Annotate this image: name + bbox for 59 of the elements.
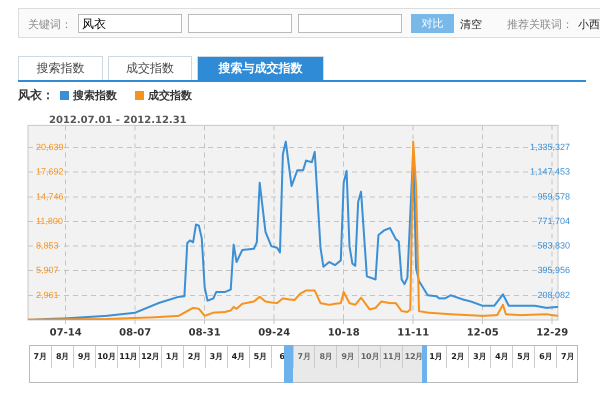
text: 11月 xyxy=(116,346,139,368)
text: 小西 xyxy=(578,17,600,32)
y2-tick-label: 583,830 xyxy=(537,240,570,251)
y-tick-label: 11,800 xyxy=(36,216,63,226)
legend-label: 成交指数 xyxy=(147,88,192,103)
text: 1月 xyxy=(160,346,183,368)
text: 清空 xyxy=(460,17,482,32)
text: 1月 xyxy=(424,346,446,368)
text: 9月 xyxy=(336,346,358,368)
text: 11月 xyxy=(380,346,402,368)
text: 7月 xyxy=(556,346,578,368)
text: 7月 xyxy=(292,346,314,368)
text: 7月 xyxy=(32,351,48,363)
text: 12月 xyxy=(402,346,424,368)
text: 推荐关联词： xyxy=(507,17,573,32)
y-tick-label: 2,961 xyxy=(36,290,59,300)
text: 3月 xyxy=(204,346,227,368)
text-field: 风衣 xyxy=(78,14,182,33)
x-tick-label: 12-29 xyxy=(536,328,568,339)
x-tick-label: 09-24 xyxy=(258,328,290,339)
text: 成交指数 xyxy=(108,56,192,80)
text: 2月 xyxy=(446,346,468,368)
legend-label: 搜索指数 xyxy=(72,88,117,103)
text: 搜索指数 xyxy=(18,56,103,80)
x-tick-label: 07-14 xyxy=(50,328,82,339)
text: 8月 xyxy=(50,346,73,368)
text: 9月 xyxy=(72,346,95,368)
y2-tick-label: 208,082 xyxy=(537,290,570,300)
chart-subtitle: 2012.07.01 - 2012.12.31 xyxy=(49,115,187,126)
text: 6月 xyxy=(534,346,556,368)
text: 12月 xyxy=(138,346,161,368)
y-tick-label: 17,692 xyxy=(36,166,64,177)
y2-tick-label: 1,335,327 xyxy=(530,142,570,152)
x-tick-label: 08-31 xyxy=(188,328,221,339)
text: 4月 xyxy=(490,346,512,368)
text: 搜索与成交指数 xyxy=(197,56,324,80)
text: 5月 xyxy=(248,346,271,368)
text: 4月 xyxy=(226,346,249,368)
y-tick-label: 20,639 xyxy=(36,142,64,152)
text: 关键词： xyxy=(28,17,72,32)
y2-tick-label: 395,956 xyxy=(537,265,570,276)
x-tick-label: 12-05 xyxy=(466,328,499,339)
text: 对比 xyxy=(411,14,454,33)
y-tick-label: 5,907 xyxy=(36,265,59,276)
text: 5月 xyxy=(512,346,534,368)
text: 8月 xyxy=(314,346,336,368)
x-tick-label: 08-07 xyxy=(119,328,152,339)
text: 10月 xyxy=(94,346,117,368)
legend-title: 风衣： xyxy=(18,87,54,104)
y2-tick-label: 771,704 xyxy=(537,216,570,226)
x-tick-label: 11-11 xyxy=(397,328,430,339)
text: 10月 xyxy=(358,346,380,368)
y-tick-label: 8,853 xyxy=(36,240,59,251)
y2-tick-label: 1,147,453 xyxy=(530,166,570,177)
y2-tick-label: 959,578 xyxy=(537,191,570,202)
text: 2月 xyxy=(182,346,205,368)
text: 3月 xyxy=(468,346,490,368)
y-tick-label: 14,746 xyxy=(36,191,64,202)
x-tick-label: 10-18 xyxy=(328,328,360,339)
